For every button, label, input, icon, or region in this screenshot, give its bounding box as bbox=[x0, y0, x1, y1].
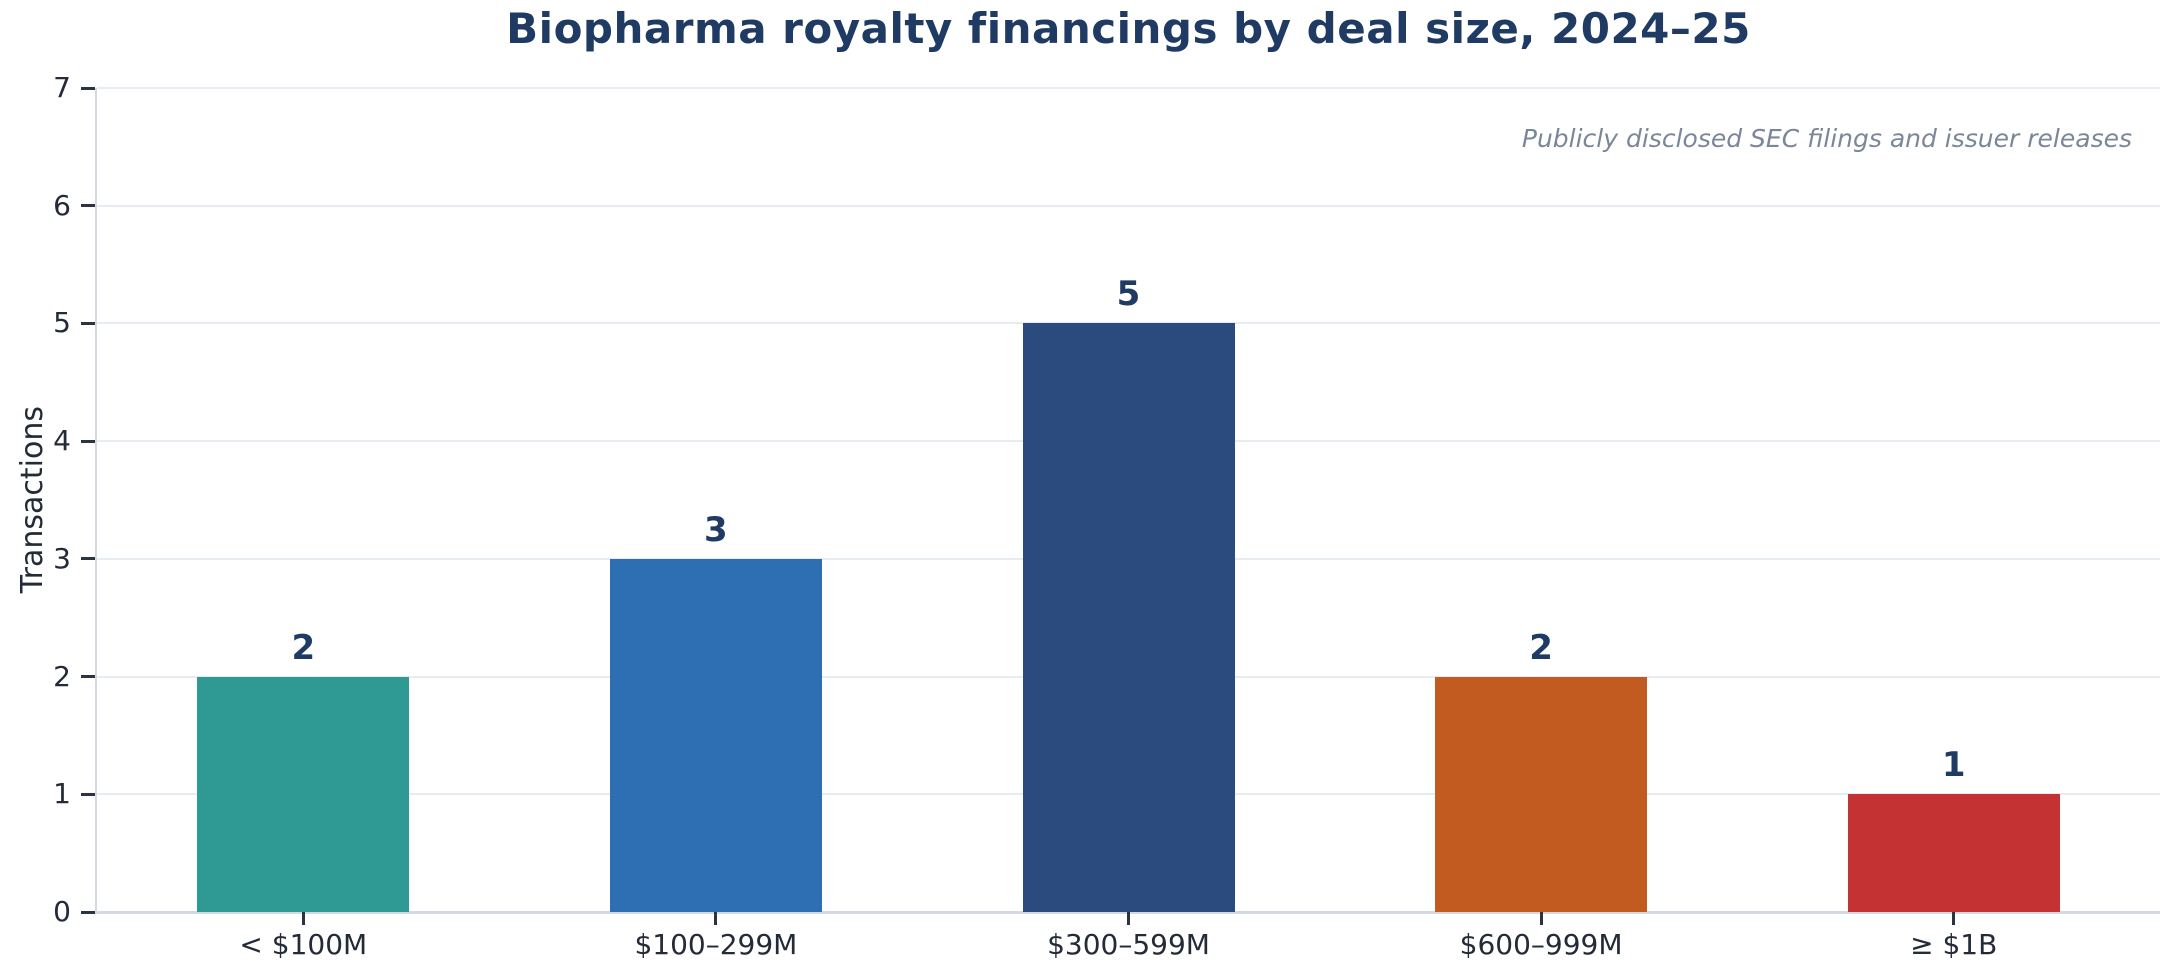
bar-value-label: 3 bbox=[704, 509, 728, 550]
chart-title: Biopharma royalty financings by deal siz… bbox=[506, 4, 1751, 53]
source-annotation: Publicly disclosed SEC filings and issue… bbox=[1521, 124, 2132, 153]
y-tick-mark bbox=[81, 86, 95, 90]
y-tick-label: 5 bbox=[53, 306, 71, 340]
gridline bbox=[97, 87, 2160, 89]
x-tick-mark bbox=[1127, 912, 1130, 925]
y-tick-mark bbox=[81, 321, 95, 325]
y-tick-label: 0 bbox=[53, 895, 71, 928]
y-tick-mark bbox=[81, 792, 95, 796]
y-tick-label: 7 bbox=[53, 71, 71, 104]
y-tick-label: 1 bbox=[53, 777, 71, 811]
x-tick-mark bbox=[714, 912, 718, 925]
x-tick-label: $300–599M bbox=[1047, 928, 1210, 961]
x-tick-label: $600–999M bbox=[1459, 928, 1623, 961]
y-tick-label: 2 bbox=[53, 659, 71, 693]
y-tick-mark bbox=[81, 204, 95, 208]
bar-value-label: 1 bbox=[1941, 745, 1966, 786]
bar-value-label: 2 bbox=[1529, 627, 1553, 668]
y-axis-line bbox=[95, 88, 97, 912]
y-tick-label: 4 bbox=[53, 424, 71, 458]
y-tick-mark bbox=[81, 439, 95, 443]
x-tick-mark bbox=[301, 912, 305, 925]
x-tick-mark bbox=[1539, 912, 1543, 925]
y-tick-mark bbox=[81, 675, 95, 679]
bar bbox=[1847, 794, 2060, 912]
bar bbox=[609, 558, 822, 912]
x-tick-label: < $100M bbox=[239, 928, 368, 961]
gridline bbox=[97, 204, 2160, 207]
plot-area: 2 3 5 2 1 bbox=[95, 87, 2160, 914]
y-tick-mark bbox=[81, 910, 95, 914]
y-tick-label: 3 bbox=[53, 541, 71, 575]
bar-value-label: 5 bbox=[1116, 274, 1141, 315]
bar-value-label: 2 bbox=[291, 627, 316, 668]
bar bbox=[197, 676, 410, 912]
x-tick-mark bbox=[1952, 912, 1956, 925]
y-tick-label: 6 bbox=[53, 188, 71, 222]
bar bbox=[1435, 676, 1648, 912]
bar bbox=[1022, 323, 1235, 912]
y-tick-mark bbox=[81, 557, 95, 561]
x-tick-label: $100–299M bbox=[634, 928, 798, 961]
x-tick-label: ≥ $1B bbox=[1910, 928, 1998, 961]
